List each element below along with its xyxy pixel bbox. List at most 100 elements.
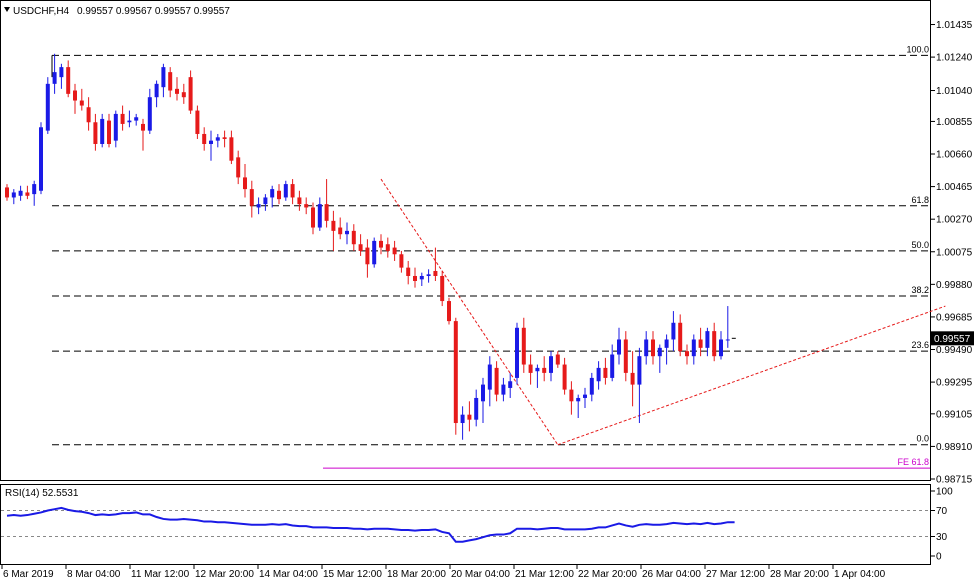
price-tick-label: 0.99295 (936, 378, 973, 389)
candle (365, 239, 370, 278)
rsi-tick-label: 30 (936, 532, 948, 543)
candle (188, 70, 193, 114)
candle-body (440, 275, 445, 302)
candle-body (317, 204, 322, 228)
candle-body (256, 204, 261, 208)
candle (596, 361, 601, 390)
time-tick-label: 26 Mar 04:00 (642, 569, 701, 580)
candle-body (671, 322, 676, 340)
candle-body (45, 83, 50, 131)
candle-body (589, 377, 594, 395)
fibonacci-levels: 100.0 61.8 50.0 38.2 23.6 0.0 (51, 44, 930, 446)
time-tick-label: 12 Mar 20:00 (195, 569, 254, 580)
time-tick-label: 6 Mar 2019 (3, 569, 54, 580)
candle (18, 185, 23, 201)
dropdown-triangle-icon[interactable] (4, 7, 10, 12)
candle-body (453, 321, 458, 424)
candle-body (508, 381, 513, 388)
candle-body (93, 122, 98, 144)
candle (127, 110, 132, 128)
candle (45, 77, 50, 134)
candles (5, 53, 736, 440)
candle (712, 322, 717, 362)
candle (698, 327, 703, 357)
candle-body (623, 339, 628, 373)
candle (202, 127, 207, 151)
candle (283, 180, 288, 201)
candle-body (59, 67, 64, 78)
candle (637, 347, 642, 424)
candle-body (100, 118, 105, 144)
candle (93, 113, 98, 151)
candle-body (691, 339, 696, 357)
candle-body (392, 247, 397, 255)
rsi-tick-label: 0 (936, 552, 942, 563)
candle (249, 180, 254, 218)
candle (433, 247, 438, 281)
candle (705, 327, 710, 357)
candle-body (202, 133, 207, 144)
candle (134, 113, 139, 126)
candle-body (73, 90, 77, 101)
candle (290, 179, 295, 205)
candle-body (134, 117, 139, 121)
time-tick-label: 15 Mar 12:00 (323, 569, 382, 580)
candle (39, 122, 43, 195)
candle (528, 354, 533, 385)
candle (664, 334, 669, 365)
candle (562, 357, 567, 395)
candle (358, 234, 363, 256)
candle (297, 190, 302, 211)
candle (671, 311, 676, 352)
candle-body (406, 267, 411, 276)
candle-body (263, 197, 268, 205)
candle-body (637, 356, 642, 385)
time-tick-label: 28 Mar 20:00 (770, 569, 829, 580)
candle (487, 356, 492, 407)
candle (277, 184, 281, 205)
candle-body (501, 384, 506, 395)
candle-body (243, 177, 247, 190)
candle-body (147, 97, 152, 131)
candle (317, 197, 322, 231)
candle-body (358, 244, 363, 251)
candle (542, 356, 547, 382)
rsi-label: RSI(14) 52.5531 (5, 488, 79, 499)
candle-body (515, 327, 519, 378)
candle (379, 234, 383, 255)
candle-body (460, 414, 465, 424)
candle-body (79, 100, 84, 106)
candle (603, 357, 608, 385)
candle (236, 150, 241, 185)
candle-body (52, 72, 57, 84)
candle (141, 118, 145, 151)
ohlc-values: 0.99557 0.99567 0.99557 0.99557 (77, 6, 230, 17)
price-tick-label: 0.98910 (936, 442, 973, 453)
candle-body (229, 137, 234, 161)
candle-body (331, 220, 336, 231)
candle (175, 77, 179, 101)
candle (120, 105, 125, 131)
time-tick-label: 8 Mar 04:00 (67, 569, 121, 580)
candle-body (494, 367, 499, 395)
price-tick-label: 1.00855 (936, 117, 973, 128)
candle-body (426, 274, 431, 276)
candle-body (154, 83, 159, 98)
candle-body (481, 384, 485, 402)
candle (338, 217, 343, 240)
candle-body (433, 270, 438, 276)
candle-body (277, 190, 281, 200)
candle-body (685, 351, 689, 357)
rsi-tick-label: 70 (936, 506, 948, 517)
candle-body (467, 414, 472, 420)
candle-body (175, 88, 179, 94)
price-tick-label: 1.00465 (936, 182, 973, 193)
candle (229, 130, 234, 165)
candle (630, 351, 635, 407)
candle-body (168, 72, 173, 91)
candle (453, 317, 458, 435)
candle-body (120, 113, 125, 124)
candle-body (11, 192, 16, 198)
candle-body (113, 113, 118, 141)
